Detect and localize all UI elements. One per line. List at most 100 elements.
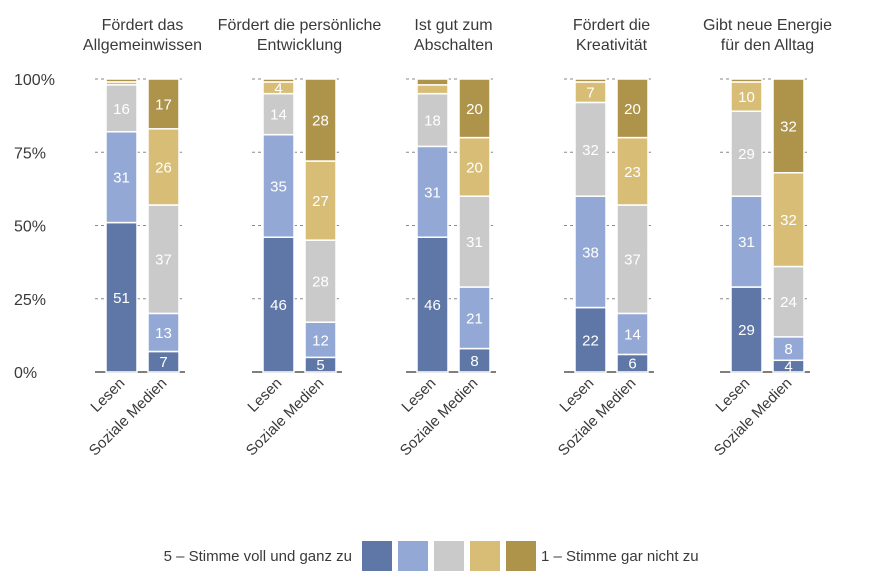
y-axis: 0% 25% 50% 75% 100% (14, 72, 55, 382)
bar-segment (147, 128, 180, 206)
bar-segment (304, 239, 337, 323)
data-label: 46 (424, 297, 441, 314)
data-label: 32 (582, 142, 599, 159)
legend-swatches (362, 541, 536, 571)
data-label: 6 (628, 356, 636, 373)
group-title: Fördert die persönliche Entwicklung (218, 17, 382, 54)
bar-segment (458, 78, 491, 139)
bar-segment (730, 110, 763, 197)
data-label: 32 (780, 118, 797, 135)
data-label: 31 (424, 184, 441, 201)
data-label: 22 (582, 332, 599, 349)
bar-segment (147, 312, 180, 353)
bar-segment (304, 78, 337, 162)
bar-segment (574, 78, 607, 83)
data-label: 29 (738, 146, 755, 163)
data-label: 8 (784, 341, 792, 358)
y-tick-label: 100% (14, 72, 55, 89)
legend-swatch (506, 541, 536, 571)
bar-segment (304, 321, 337, 359)
data-label: 20 (466, 159, 483, 176)
x-tick-label: Soziale Medien (86, 375, 171, 460)
data-label: 10 (738, 89, 755, 106)
bar-segment (304, 160, 337, 241)
y-tick-label: 25% (14, 292, 46, 309)
group-title: Ist gut zum Abschalten (414, 17, 493, 54)
group-title: Fördert die Kreativität (573, 17, 650, 54)
bar-segment (105, 130, 138, 224)
bars: 5131167133726174635144512282728463118821… (105, 78, 805, 376)
bar-segment (574, 195, 607, 309)
data-label: 17 (155, 96, 172, 113)
data-label: 21 (466, 310, 483, 327)
x-tick-label: Soziale Medien (711, 375, 796, 460)
data-label: 5 (316, 357, 324, 374)
bar-segment (772, 172, 805, 268)
data-label: 13 (155, 325, 172, 342)
x-tick-label: Soziale Medien (243, 375, 328, 460)
data-label: 31 (113, 170, 130, 187)
gridlines (95, 78, 810, 373)
group-title: Fördert das Allgemeinwissen (83, 17, 202, 54)
data-label: 20 (466, 101, 483, 118)
data-label: 14 (624, 326, 641, 343)
bar-segment (147, 78, 180, 130)
y-tick-label: 0% (14, 365, 37, 382)
bar-segment (616, 78, 649, 139)
data-label: 4 (784, 359, 792, 376)
x-tick-label: Soziale Medien (397, 375, 482, 460)
data-label: 28 (312, 274, 329, 291)
legend-swatch (398, 541, 428, 571)
data-label: 37 (155, 252, 172, 269)
bar-segment (730, 81, 763, 112)
data-label: 20 (624, 101, 641, 118)
data-label: 26 (155, 159, 172, 176)
data-label: 7 (159, 354, 167, 371)
bar-segment (262, 236, 295, 373)
data-label: 18 (424, 113, 441, 130)
bar-segment (105, 78, 138, 83)
data-label: 46 (270, 297, 287, 314)
data-label: 31 (466, 234, 483, 251)
bar-segment (616, 204, 649, 315)
bar-segment (772, 78, 805, 174)
y-tick-label: 50% (14, 219, 46, 236)
legend-swatch (434, 541, 464, 571)
data-label: 24 (780, 294, 797, 311)
bar-segment (262, 78, 295, 83)
data-label: 12 (312, 332, 329, 349)
data-label: 38 (582, 244, 599, 261)
data-label: 35 (270, 178, 287, 195)
data-label: 51 (113, 290, 130, 307)
legend-swatch (470, 541, 500, 571)
y-tick-label: 75% (14, 145, 46, 162)
x-tick-label: Soziale Medien (555, 375, 640, 460)
data-label: 29 (738, 322, 755, 339)
legend-right-label: 1 – Stimme gar nicht zu (541, 548, 699, 565)
bar-segment (416, 84, 449, 95)
data-label: 28 (312, 113, 329, 130)
data-label: 14 (270, 107, 287, 124)
data-label: 8 (470, 353, 478, 370)
group-titles: Fördert das Allgemeinwissen Fördert die pe… (83, 17, 832, 54)
legend-swatch (362, 541, 392, 571)
data-label: 7 (586, 85, 594, 102)
bar-segment (772, 265, 805, 338)
bar-segment (416, 236, 449, 373)
group-title: Gibt neue Energie für den Alltag (703, 17, 832, 54)
bar-segment (105, 84, 138, 133)
bar-segment (574, 306, 607, 373)
bar-segment (416, 92, 449, 148)
data-label: 16 (113, 101, 130, 118)
legend-left-label: 5 – Stimme voll und ganz zu (164, 548, 352, 565)
data-label: 37 (624, 252, 641, 269)
bar-segment (458, 286, 491, 350)
data-label: 31 (738, 234, 755, 251)
data-label: 27 (312, 193, 329, 210)
data-label: 4 (274, 80, 282, 97)
data-label: 23 (624, 164, 641, 181)
bar-segment (616, 312, 649, 356)
legend: 5 – Stimme voll und ganz zu 1 – Stimme g… (164, 541, 699, 571)
